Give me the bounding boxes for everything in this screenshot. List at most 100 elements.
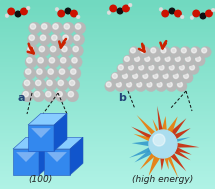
Circle shape bbox=[73, 46, 78, 52]
Circle shape bbox=[163, 74, 168, 78]
Bar bbox=[0, 174, 215, 176]
Bar bbox=[0, 77, 215, 79]
Bar bbox=[0, 177, 215, 180]
Circle shape bbox=[178, 64, 189, 74]
Circle shape bbox=[123, 5, 129, 12]
Bar bbox=[0, 122, 215, 124]
Circle shape bbox=[61, 33, 73, 45]
Bar bbox=[0, 36, 215, 38]
Circle shape bbox=[71, 45, 83, 57]
Polygon shape bbox=[31, 128, 51, 138]
Circle shape bbox=[69, 67, 81, 79]
Bar bbox=[0, 144, 215, 146]
Circle shape bbox=[59, 69, 65, 74]
Circle shape bbox=[124, 57, 129, 61]
Circle shape bbox=[105, 81, 116, 91]
Bar bbox=[0, 80, 215, 82]
Bar bbox=[0, 74, 215, 76]
Polygon shape bbox=[161, 141, 190, 160]
Circle shape bbox=[36, 56, 48, 68]
Circle shape bbox=[139, 65, 144, 70]
Circle shape bbox=[69, 80, 75, 86]
Bar bbox=[0, 44, 215, 46]
Circle shape bbox=[128, 3, 132, 7]
Circle shape bbox=[168, 64, 179, 74]
Circle shape bbox=[49, 45, 61, 57]
Circle shape bbox=[133, 55, 144, 66]
Circle shape bbox=[72, 58, 77, 63]
Circle shape bbox=[48, 69, 53, 74]
Circle shape bbox=[63, 22, 74, 34]
Bar bbox=[0, 148, 215, 150]
Circle shape bbox=[173, 74, 178, 78]
Polygon shape bbox=[129, 141, 164, 158]
Circle shape bbox=[194, 55, 205, 66]
Bar bbox=[0, 29, 215, 32]
Circle shape bbox=[190, 65, 195, 70]
Bar bbox=[0, 14, 215, 16]
Bar bbox=[0, 7, 215, 9]
Circle shape bbox=[25, 56, 37, 68]
Polygon shape bbox=[162, 140, 192, 155]
Bar bbox=[0, 118, 215, 120]
Polygon shape bbox=[13, 149, 39, 175]
Circle shape bbox=[169, 65, 174, 70]
Circle shape bbox=[51, 22, 63, 34]
Circle shape bbox=[76, 15, 80, 19]
Bar bbox=[0, 67, 215, 69]
Bar bbox=[0, 22, 215, 24]
Circle shape bbox=[117, 8, 123, 14]
Bar bbox=[0, 99, 215, 101]
Circle shape bbox=[57, 91, 62, 97]
Bar bbox=[0, 121, 215, 123]
Circle shape bbox=[15, 11, 21, 17]
Circle shape bbox=[188, 64, 199, 74]
Circle shape bbox=[58, 80, 63, 86]
Polygon shape bbox=[163, 140, 199, 148]
Bar bbox=[0, 176, 215, 178]
Circle shape bbox=[30, 24, 36, 29]
Circle shape bbox=[34, 79, 46, 91]
Polygon shape bbox=[157, 106, 166, 144]
Bar bbox=[0, 33, 215, 35]
Bar bbox=[0, 182, 215, 184]
Bar bbox=[0, 107, 215, 109]
Circle shape bbox=[33, 90, 45, 102]
Circle shape bbox=[162, 10, 168, 17]
Circle shape bbox=[68, 79, 80, 91]
Bar bbox=[0, 92, 215, 94]
Bar bbox=[0, 88, 215, 90]
Circle shape bbox=[200, 13, 206, 19]
Circle shape bbox=[178, 82, 183, 87]
Circle shape bbox=[38, 58, 43, 63]
Circle shape bbox=[153, 134, 165, 146]
Circle shape bbox=[55, 7, 59, 11]
Circle shape bbox=[125, 81, 136, 91]
Bar bbox=[0, 89, 215, 91]
Bar bbox=[0, 160, 215, 162]
Polygon shape bbox=[160, 118, 186, 147]
Circle shape bbox=[23, 79, 35, 91]
Bar bbox=[0, 110, 215, 112]
Circle shape bbox=[28, 33, 39, 45]
Bar bbox=[0, 111, 215, 113]
Circle shape bbox=[162, 72, 173, 83]
Bar bbox=[0, 58, 215, 60]
Circle shape bbox=[68, 91, 74, 97]
Circle shape bbox=[175, 57, 180, 61]
Circle shape bbox=[180, 46, 191, 57]
Circle shape bbox=[46, 67, 58, 79]
Bar bbox=[0, 130, 215, 132]
Polygon shape bbox=[44, 149, 70, 175]
Bar bbox=[0, 167, 215, 169]
Circle shape bbox=[45, 79, 57, 91]
Circle shape bbox=[129, 65, 134, 70]
Bar bbox=[0, 72, 215, 74]
Circle shape bbox=[151, 48, 156, 53]
Circle shape bbox=[146, 81, 157, 91]
Bar bbox=[0, 162, 215, 164]
Circle shape bbox=[133, 74, 138, 78]
Bar bbox=[0, 129, 215, 131]
Circle shape bbox=[40, 22, 52, 34]
Polygon shape bbox=[158, 116, 168, 144]
